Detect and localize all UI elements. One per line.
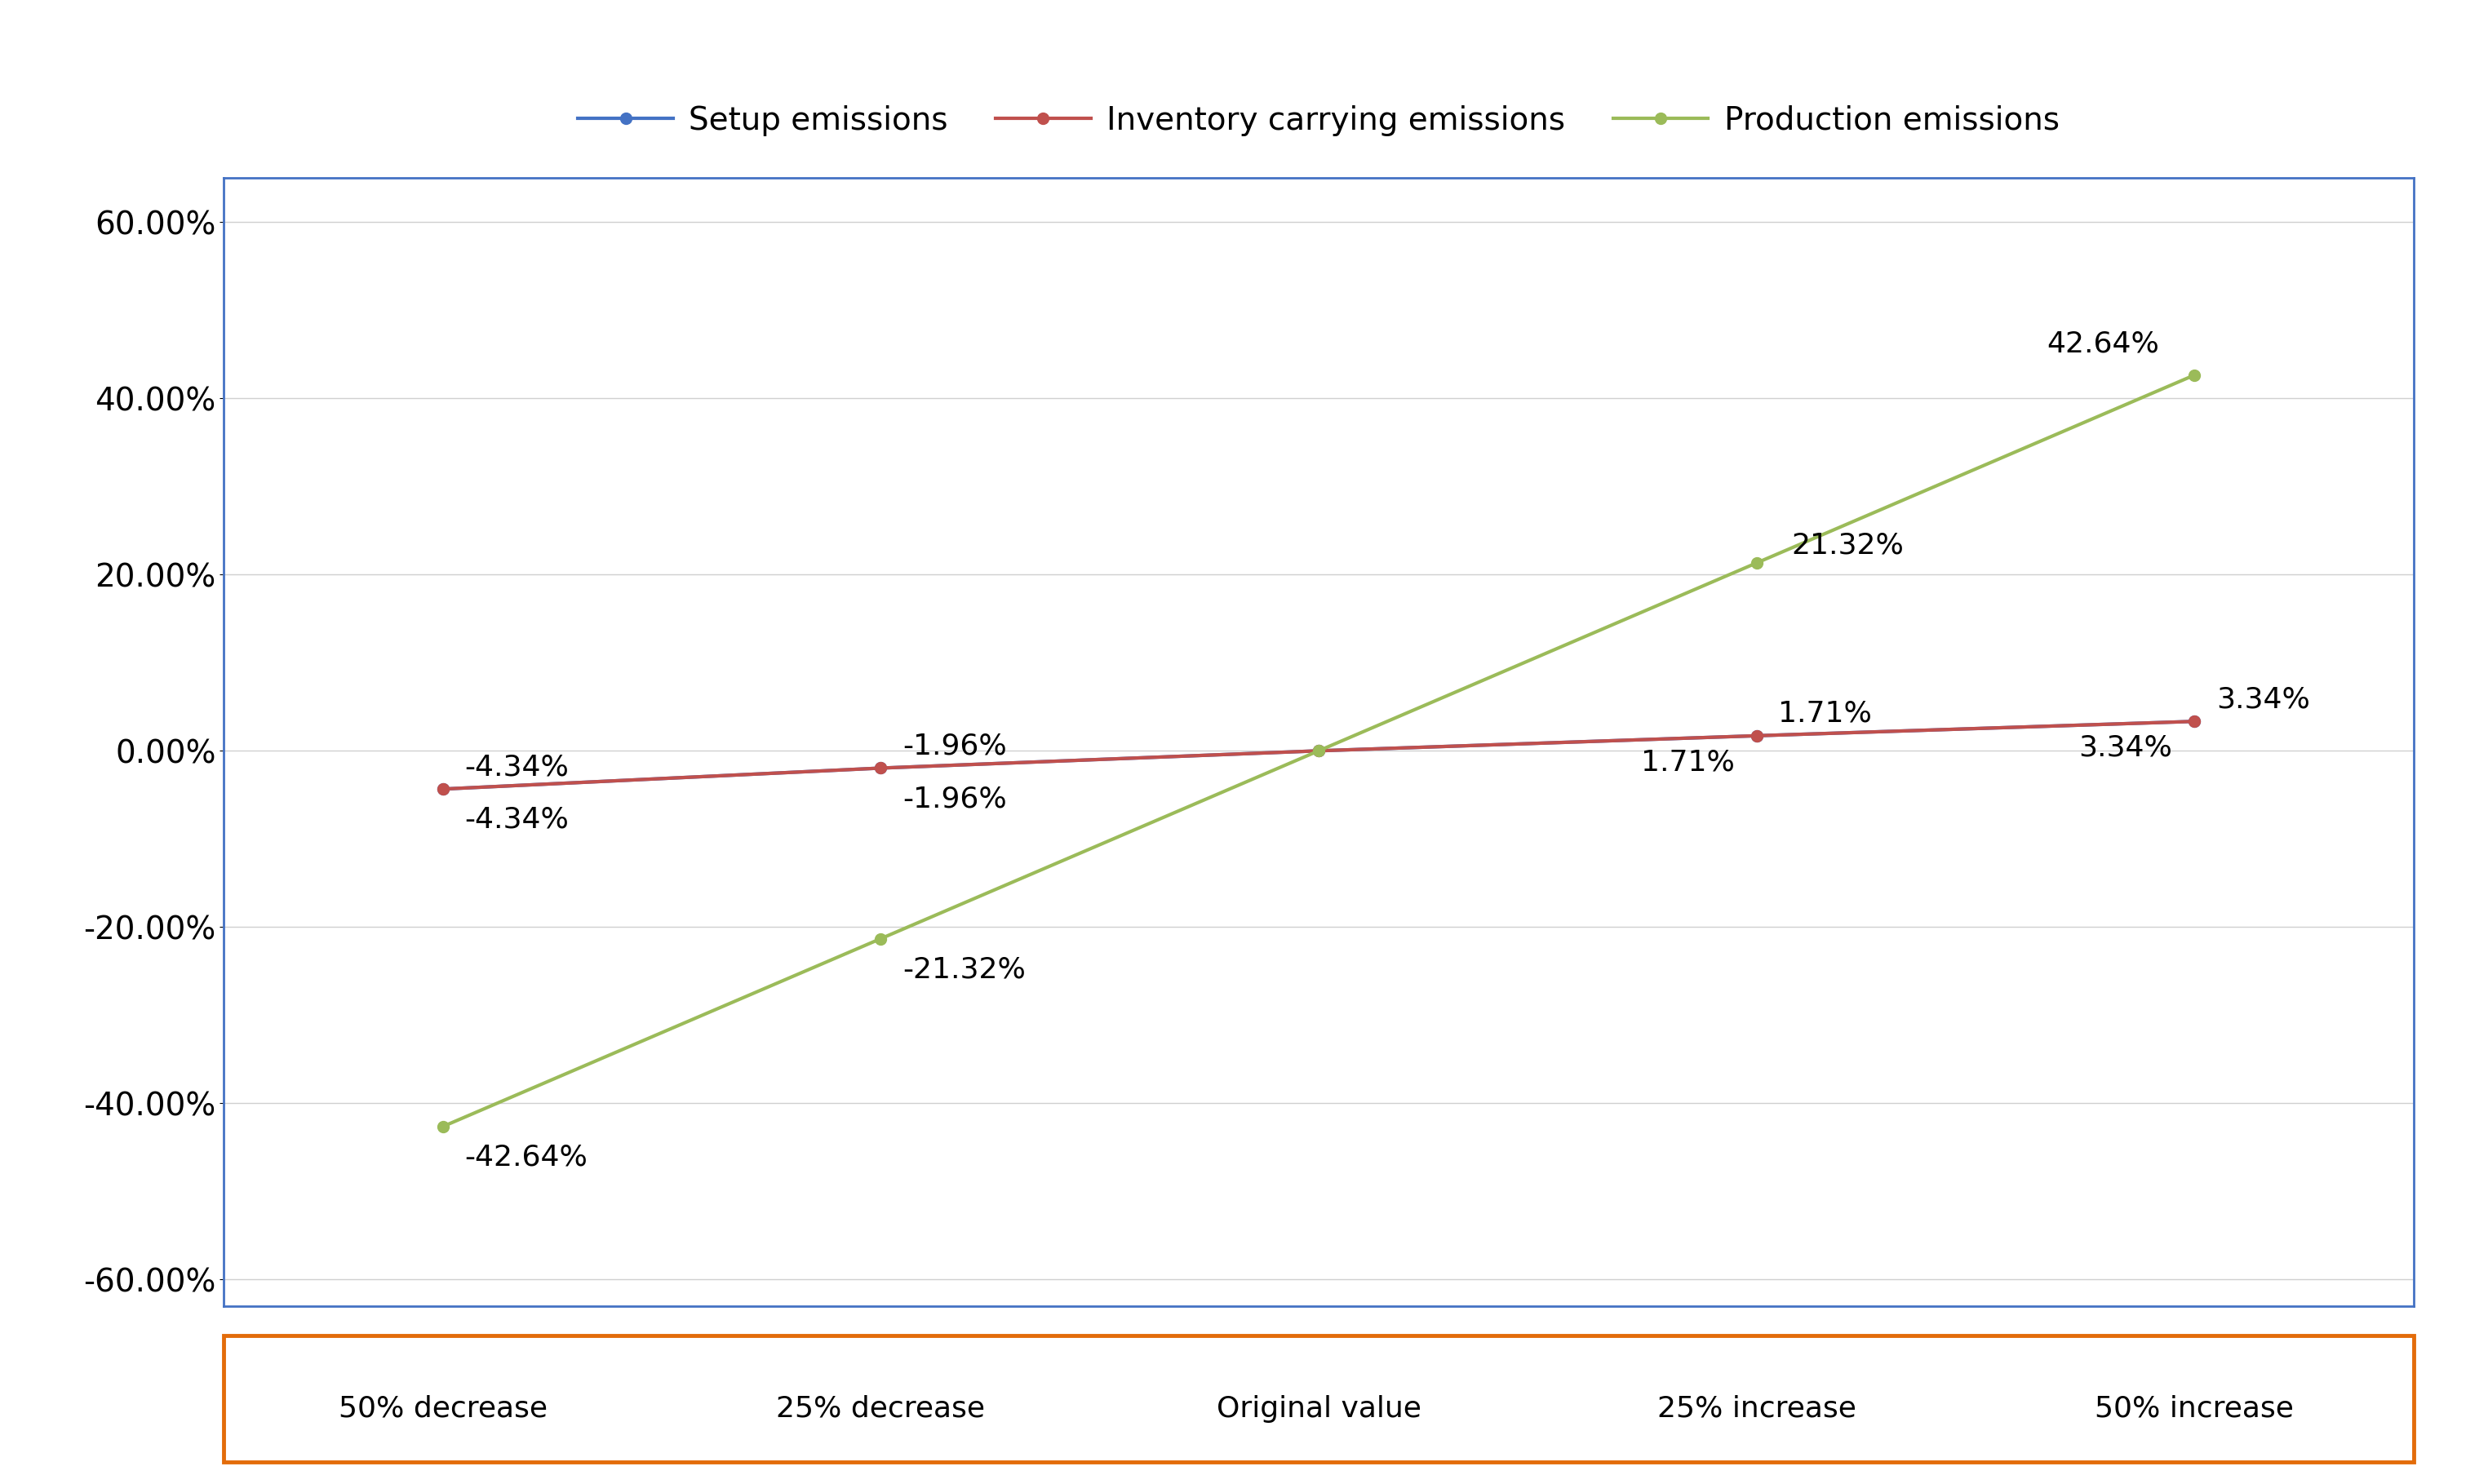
Text: Original value: Original value bbox=[1217, 1395, 1421, 1423]
Setup emissions bbox=[428, 781, 458, 798]
Inventory carrying emissions bbox=[866, 760, 896, 778]
Line: Production emissions: Production emissions bbox=[438, 370, 2199, 1132]
Line: Inventory carrying emissions: Inventory carrying emissions bbox=[438, 715, 2199, 795]
Production emissions bbox=[428, 1117, 458, 1135]
Text: -4.34%: -4.34% bbox=[465, 754, 570, 781]
Inventory carrying emissions bbox=[1304, 742, 1334, 760]
Text: 50% increase: 50% increase bbox=[2095, 1395, 2294, 1423]
Setup emissions bbox=[2179, 712, 2209, 730]
Text: 25% decrease: 25% decrease bbox=[776, 1395, 985, 1423]
Text: 3.34%: 3.34% bbox=[2080, 735, 2172, 761]
Text: 1.71%: 1.71% bbox=[1642, 748, 1734, 776]
Text: 42.64%: 42.64% bbox=[2048, 331, 2160, 358]
Production emissions bbox=[866, 930, 896, 948]
Production emissions bbox=[1742, 554, 1771, 571]
Text: -1.96%: -1.96% bbox=[903, 732, 1008, 760]
Text: 50% decrease: 50% decrease bbox=[338, 1395, 547, 1423]
Text: 25% increase: 25% increase bbox=[1657, 1395, 1856, 1423]
FancyBboxPatch shape bbox=[224, 1336, 2413, 1462]
Inventory carrying emissions bbox=[1742, 727, 1771, 745]
Setup emissions bbox=[1742, 727, 1771, 745]
Text: -4.34%: -4.34% bbox=[465, 806, 570, 834]
Text: 21.32%: 21.32% bbox=[1791, 531, 1903, 559]
Text: 3.34%: 3.34% bbox=[2217, 686, 2309, 714]
Text: -1.96%: -1.96% bbox=[903, 785, 1008, 813]
Text: -21.32%: -21.32% bbox=[903, 956, 1025, 984]
Inventory carrying emissions bbox=[428, 781, 458, 798]
Production emissions bbox=[2179, 367, 2209, 384]
Setup emissions bbox=[866, 760, 896, 778]
Line: Setup emissions: Setup emissions bbox=[438, 715, 2199, 795]
Setup emissions bbox=[1304, 742, 1334, 760]
Legend: Setup emissions, Inventory carrying emissions, Production emissions: Setup emissions, Inventory carrying emis… bbox=[565, 92, 2073, 148]
Text: 1.71%: 1.71% bbox=[1779, 700, 1871, 727]
Inventory carrying emissions bbox=[2179, 712, 2209, 730]
Production emissions bbox=[1304, 742, 1334, 760]
Text: -42.64%: -42.64% bbox=[465, 1144, 587, 1171]
